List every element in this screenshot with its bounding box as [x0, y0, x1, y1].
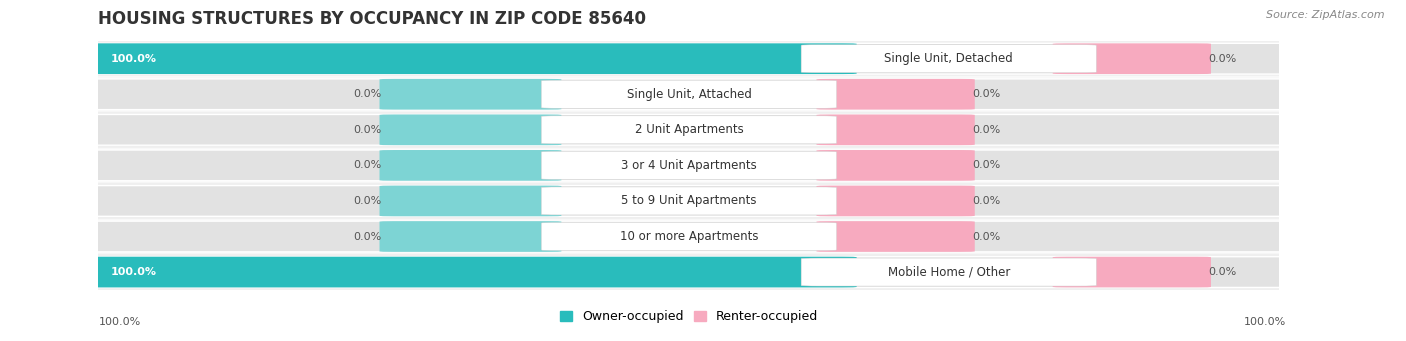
FancyBboxPatch shape	[84, 115, 1294, 145]
Text: 0.0%: 0.0%	[973, 196, 1001, 206]
Text: 0.0%: 0.0%	[354, 160, 382, 170]
FancyBboxPatch shape	[380, 186, 561, 216]
FancyBboxPatch shape	[84, 186, 1294, 216]
Text: 0.0%: 0.0%	[973, 160, 1001, 170]
Legend: Owner-occupied, Renter-occupied: Owner-occupied, Renter-occupied	[554, 306, 824, 328]
Text: 100.0%: 100.0%	[1244, 317, 1286, 327]
Bar	[98, 219, 1279, 254]
Text: 0.0%: 0.0%	[354, 232, 382, 241]
FancyBboxPatch shape	[84, 43, 856, 74]
FancyBboxPatch shape	[817, 221, 974, 252]
Bar	[98, 76, 1279, 112]
Text: 100.0%: 100.0%	[110, 54, 156, 64]
FancyBboxPatch shape	[84, 257, 1294, 287]
Text: 0.0%: 0.0%	[354, 125, 382, 135]
FancyBboxPatch shape	[541, 80, 837, 108]
Text: 100.0%: 100.0%	[98, 317, 141, 327]
Text: 5 to 9 Unit Apartments: 5 to 9 Unit Apartments	[621, 194, 756, 207]
FancyBboxPatch shape	[380, 79, 561, 109]
FancyBboxPatch shape	[817, 186, 974, 216]
FancyBboxPatch shape	[1053, 43, 1211, 74]
Text: 10 or more Apartments: 10 or more Apartments	[620, 230, 758, 243]
Text: Source: ZipAtlas.com: Source: ZipAtlas.com	[1267, 10, 1385, 20]
FancyBboxPatch shape	[84, 79, 1294, 109]
Bar	[98, 183, 1279, 219]
FancyBboxPatch shape	[541, 151, 837, 179]
FancyBboxPatch shape	[801, 45, 1097, 73]
FancyBboxPatch shape	[380, 221, 561, 252]
Text: 100.0%: 100.0%	[110, 267, 156, 277]
FancyBboxPatch shape	[817, 150, 974, 181]
FancyBboxPatch shape	[541, 223, 837, 251]
FancyBboxPatch shape	[84, 221, 1294, 252]
FancyBboxPatch shape	[541, 187, 837, 215]
FancyBboxPatch shape	[541, 116, 837, 144]
Bar	[98, 254, 1279, 290]
Text: 0.0%: 0.0%	[973, 232, 1001, 241]
Text: 3 or 4 Unit Apartments: 3 or 4 Unit Apartments	[621, 159, 756, 172]
Bar	[98, 41, 1279, 76]
Text: 2 Unit Apartments: 2 Unit Apartments	[634, 123, 744, 136]
Text: 0.0%: 0.0%	[354, 89, 382, 99]
Text: Single Unit, Detached: Single Unit, Detached	[884, 52, 1014, 65]
FancyBboxPatch shape	[801, 258, 1097, 286]
Text: HOUSING STRUCTURES BY OCCUPANCY IN ZIP CODE 85640: HOUSING STRUCTURES BY OCCUPANCY IN ZIP C…	[98, 10, 647, 28]
FancyBboxPatch shape	[380, 115, 561, 145]
Bar	[98, 112, 1279, 148]
FancyBboxPatch shape	[817, 115, 974, 145]
Text: 0.0%: 0.0%	[1209, 267, 1237, 277]
FancyBboxPatch shape	[1053, 257, 1211, 287]
FancyBboxPatch shape	[84, 150, 1294, 181]
FancyBboxPatch shape	[817, 79, 974, 109]
FancyBboxPatch shape	[84, 257, 856, 287]
FancyBboxPatch shape	[84, 43, 1294, 74]
Text: 0.0%: 0.0%	[973, 125, 1001, 135]
Bar	[98, 148, 1279, 183]
Text: 0.0%: 0.0%	[354, 196, 382, 206]
Text: 0.0%: 0.0%	[1209, 54, 1237, 64]
FancyBboxPatch shape	[380, 150, 561, 181]
Text: Mobile Home / Other: Mobile Home / Other	[887, 266, 1010, 279]
Text: 0.0%: 0.0%	[973, 89, 1001, 99]
Text: Single Unit, Attached: Single Unit, Attached	[627, 88, 751, 101]
